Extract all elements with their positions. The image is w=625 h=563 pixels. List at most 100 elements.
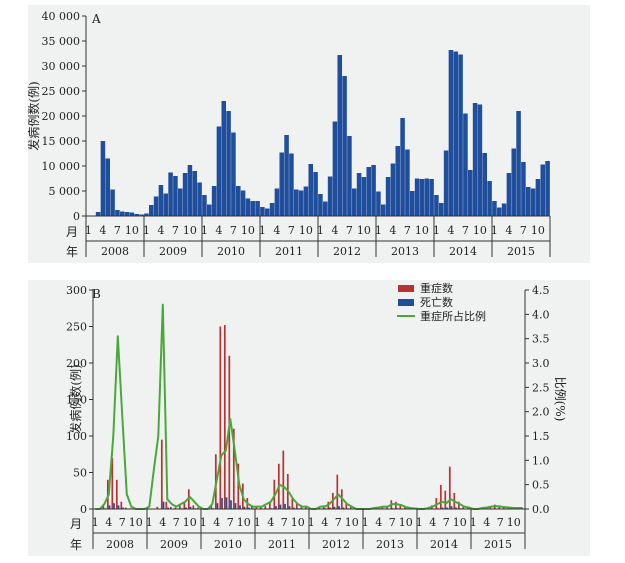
x-tick-label-month: 4 bbox=[447, 224, 454, 237]
bar-cases bbox=[342, 76, 347, 216]
bar-severe bbox=[219, 326, 222, 509]
legend-label-severe: 重症数 bbox=[420, 281, 453, 295]
y-tick-label: 40 000 bbox=[42, 10, 81, 23]
bar-severe bbox=[259, 507, 262, 509]
y-tick-label: 25 000 bbox=[42, 85, 81, 98]
bar-severe bbox=[336, 474, 339, 509]
bar-cases bbox=[487, 181, 492, 216]
bar-death bbox=[441, 507, 444, 509]
y-tick-label: 10 000 bbox=[42, 160, 81, 173]
x-tick-label-month: 10 bbox=[125, 224, 139, 237]
x-tick-label-month: 4 bbox=[267, 516, 274, 529]
y2-tick-label: 1.0 bbox=[532, 454, 550, 467]
bar-death bbox=[275, 506, 277, 509]
panel-a-bars bbox=[95, 50, 550, 216]
x-tick-label-month: 10 bbox=[345, 516, 359, 529]
bar-cases bbox=[100, 141, 106, 216]
x-tick-label-month: 10 bbox=[357, 224, 371, 237]
y-tick-label: 0 bbox=[80, 503, 87, 516]
x-tick-label-month: 1 bbox=[433, 224, 440, 237]
bar-cases bbox=[332, 121, 338, 216]
y-tick-label: 35 000 bbox=[42, 35, 81, 48]
x-tick-label-month: 4 bbox=[331, 224, 338, 237]
y-tick-label: 250 bbox=[66, 321, 87, 334]
bar-cases bbox=[530, 188, 536, 216]
bar-death bbox=[162, 501, 165, 509]
bar-cases bbox=[337, 55, 343, 216]
bar-severe bbox=[349, 506, 352, 509]
bar-cases bbox=[385, 177, 391, 216]
bar-severe bbox=[282, 450, 285, 509]
x-tick-label-month: 1 bbox=[308, 516, 315, 529]
panel-b-y2-axis-title: 比例(%) bbox=[553, 377, 567, 422]
legend-swatch-death bbox=[398, 299, 414, 306]
panel-b-year-axis-title: 年 bbox=[70, 538, 82, 552]
bar-cases bbox=[472, 103, 478, 216]
bar-severe bbox=[111, 457, 114, 509]
bar-cases bbox=[322, 201, 328, 216]
bar-severe bbox=[178, 505, 181, 509]
x-tick-label-year: 2011 bbox=[268, 538, 296, 551]
x-tick-label-month: 7 bbox=[335, 516, 342, 529]
x-tick-label-month: 7 bbox=[462, 224, 469, 237]
y2-tick-label: 0.5 bbox=[532, 479, 550, 492]
x-tick-label-year: 2014 bbox=[430, 538, 458, 551]
x-tick-label-month: 10 bbox=[531, 224, 545, 237]
x-tick-label-month: 7 bbox=[114, 224, 121, 237]
x-tick-label-month: 7 bbox=[281, 516, 288, 529]
y2-tick-label: 3.5 bbox=[532, 333, 550, 346]
x-tick-label-month: 4 bbox=[483, 516, 490, 529]
bar-severe bbox=[462, 506, 465, 509]
panel-a-year-axis-title: 年 bbox=[66, 245, 78, 259]
x-tick-label-month: 4 bbox=[389, 224, 396, 237]
x-tick-label-year: 2010 bbox=[214, 538, 242, 551]
bar-cases bbox=[405, 149, 410, 216]
y-tick-label: 50 bbox=[73, 467, 87, 480]
y2-tick-label: 4.0 bbox=[532, 308, 550, 321]
x-tick-label-month: 10 bbox=[453, 516, 467, 529]
bar-death bbox=[225, 497, 228, 509]
y2-tick-label: 2.0 bbox=[532, 406, 550, 419]
bar-cases bbox=[231, 132, 236, 216]
y2-tick-label: 2.5 bbox=[532, 381, 550, 394]
bar-death bbox=[446, 507, 448, 509]
x-tick-label-year: 2012 bbox=[322, 538, 350, 551]
x-tick-label-month: 7 bbox=[520, 224, 527, 237]
bar-death bbox=[455, 507, 457, 509]
y-tick-label: 100 bbox=[66, 430, 87, 443]
bar-cases bbox=[443, 150, 449, 216]
bar-death bbox=[185, 507, 187, 509]
x-tick-label-month: 1 bbox=[491, 224, 498, 237]
bar-severe bbox=[210, 505, 213, 509]
bar-cases bbox=[216, 126, 222, 216]
bar-severe bbox=[160, 439, 163, 509]
bar-cases bbox=[424, 178, 430, 216]
y-tick-label: 15 000 bbox=[42, 135, 81, 148]
y-tick-label: 200 bbox=[66, 357, 87, 370]
bar-cases bbox=[453, 51, 459, 216]
bar-cases bbox=[158, 185, 164, 216]
bar-cases bbox=[269, 203, 275, 216]
x-tick-label-month: 1 bbox=[259, 224, 266, 237]
x-tick-label-year: 2008 bbox=[101, 245, 129, 258]
bar-cases bbox=[115, 210, 120, 216]
x-tick-label-month: 10 bbox=[507, 516, 521, 529]
bar-severe bbox=[345, 503, 348, 509]
bar-cases bbox=[318, 194, 323, 216]
bar-severe bbox=[457, 501, 460, 509]
bar-cases bbox=[525, 187, 531, 216]
bar-severe bbox=[264, 506, 267, 509]
x-tick-label-month: 7 bbox=[404, 224, 411, 237]
bar-cases bbox=[303, 186, 309, 216]
x-tick-label-month: 4 bbox=[159, 516, 166, 529]
bar-cases bbox=[245, 198, 251, 216]
bar-cases bbox=[298, 190, 304, 216]
bar-cases bbox=[153, 196, 159, 216]
bar-severe bbox=[124, 507, 127, 509]
bar-cases bbox=[173, 176, 178, 216]
bar-cases bbox=[395, 146, 401, 216]
panel-b-ratio-line-group bbox=[95, 303, 523, 510]
bar-severe bbox=[115, 479, 118, 509]
